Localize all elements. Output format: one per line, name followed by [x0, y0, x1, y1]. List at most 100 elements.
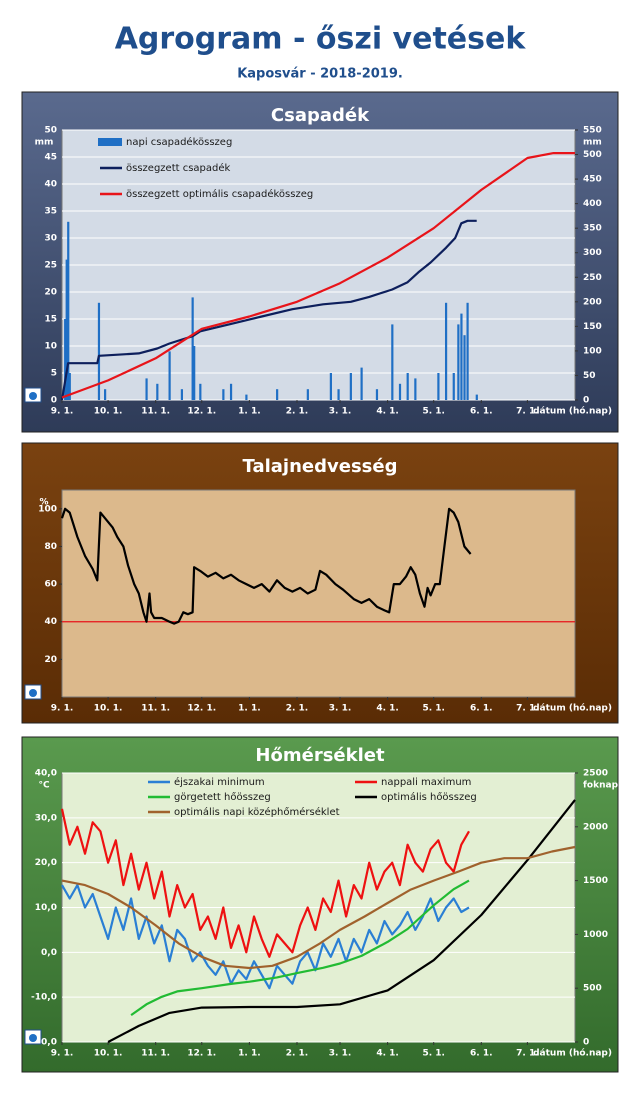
y2-tick-label: 300	[583, 248, 602, 258]
logo	[24, 1029, 42, 1045]
y-tick-label: 25	[44, 261, 57, 271]
x-tick-label: 6. 1.	[470, 1049, 493, 1059]
y-tick-label: 40	[44, 617, 57, 627]
y-unit: %	[39, 498, 48, 508]
bar	[97, 302, 101, 400]
chart-title: Csapadék	[271, 105, 370, 126]
bar	[437, 373, 440, 400]
y-unit: mm	[35, 138, 54, 148]
logo	[24, 387, 42, 403]
y-tick-label: 45	[44, 153, 57, 163]
y2-tick-label: 450	[583, 175, 602, 185]
x-axis-label: dátum (hó.nap)	[533, 406, 612, 417]
legend-label: optimális hőösszeg	[381, 791, 477, 803]
y-tick-label: 20	[44, 288, 57, 298]
bar	[104, 389, 107, 400]
x-tick-label: 9. 1.	[51, 407, 74, 417]
y-tick-label: 40	[44, 180, 57, 190]
bar	[67, 221, 70, 400]
x-tick-label: 9. 1.	[51, 704, 74, 714]
bar	[329, 373, 332, 400]
x-tick-label: 2. 1.	[286, 1049, 309, 1059]
bar	[193, 346, 196, 400]
legend-label: görgetett hőösszeg	[174, 791, 271, 803]
bar	[460, 313, 463, 400]
x-tick-label: 12. 1.	[187, 407, 216, 417]
x-tick-label: 2. 1.	[286, 407, 309, 417]
bar	[375, 389, 379, 400]
y2-tick-label: 50	[583, 371, 596, 381]
logo-mark	[29, 689, 37, 697]
x-tick-label: 6. 1.	[470, 407, 493, 417]
legend-label: összegzett csapadék	[126, 162, 231, 174]
bar	[306, 389, 309, 400]
chart-title: Talajnedvesség	[243, 456, 398, 477]
y2-tick-label: 2500	[583, 769, 608, 779]
y2-tick-label: 200	[583, 297, 602, 307]
x-tick-label: 3. 1.	[329, 407, 352, 417]
x-tick-label: 4. 1.	[376, 1049, 399, 1059]
x-tick-label: 11. 1.	[141, 1049, 170, 1059]
y-tick-label: 5	[51, 369, 57, 379]
bar	[222, 389, 225, 400]
x-tick-label: 12. 1.	[187, 704, 216, 714]
x-tick-label: 5. 1.	[422, 407, 445, 417]
legend-label: éjszakai minimum	[174, 776, 265, 788]
bar	[391, 324, 394, 400]
x-tick-label: 11. 1.	[141, 704, 170, 714]
bar	[414, 378, 417, 400]
y2-tick-label: 1500	[583, 876, 608, 886]
y-tick-label: 15	[44, 315, 57, 325]
y-tick-label: 20,0	[35, 858, 57, 868]
line-series	[61, 152, 575, 399]
x-tick-label: 10. 1.	[94, 704, 123, 714]
x-tick-label: 1. 1.	[238, 1049, 261, 1059]
y2-tick-label: 350	[583, 224, 602, 234]
y2-tick-label: 150	[583, 322, 602, 332]
bar	[406, 373, 409, 400]
bar	[180, 389, 184, 400]
y2-tick-label: 100	[583, 346, 602, 356]
x-tick-label: 12. 1.	[187, 1049, 216, 1059]
bar	[156, 383, 159, 400]
x-tick-label: 7. 1.	[516, 1049, 539, 1059]
legend-label: optimális napi középhőmérséklet	[174, 806, 340, 818]
y-tick-label: 0,0	[41, 948, 57, 958]
y2-tick-label: 500	[583, 150, 602, 160]
y2-tick-label: 500	[583, 984, 602, 994]
line-series	[107, 799, 576, 1043]
logo	[24, 684, 42, 700]
legend: napi csapadékösszeg összegzett csapadék ös…	[98, 136, 313, 200]
y-tick-label: 10,0	[35, 903, 57, 913]
y-tick-label: 10	[44, 342, 57, 352]
y-tick-label: 80	[44, 542, 57, 552]
bar	[463, 335, 466, 400]
bar	[245, 394, 248, 400]
bar	[444, 302, 448, 400]
y-tick-label: 20	[44, 655, 57, 665]
y-tick-label: -10,0	[31, 993, 57, 1003]
line-series	[60, 507, 472, 625]
x-tick-label: 3. 1.	[329, 1049, 352, 1059]
x-tick-label: 11. 1.	[141, 407, 170, 417]
line-series	[60, 219, 477, 401]
line-series	[60, 808, 470, 958]
x-tick-label: 2. 1.	[286, 704, 309, 714]
y-tick-label: -20,0	[31, 1038, 57, 1048]
bar	[452, 373, 455, 400]
page-subtitle: Kaposvár - 2018-2019.	[237, 67, 403, 82]
x-tick-label: 10. 1.	[94, 407, 123, 417]
logo-mark	[29, 392, 37, 400]
legend-label: összegzett optimális csapadékösszeg	[126, 188, 313, 200]
x-axis-label: dátum (hó.nap)	[533, 1048, 612, 1059]
y-tick-label: 50	[44, 126, 57, 136]
bar	[475, 394, 478, 400]
y2-tick-label: 0	[583, 396, 589, 406]
bar	[349, 373, 352, 400]
y2-tick-label: 550	[583, 126, 602, 136]
x-tick-label: 1. 1.	[238, 407, 261, 417]
y2-tick-label: 0	[583, 1038, 589, 1048]
x-tick-label: 9. 1.	[51, 1049, 74, 1059]
x-tick-label: 5. 1.	[422, 1049, 445, 1059]
x-tick-label: 6. 1.	[470, 704, 493, 714]
